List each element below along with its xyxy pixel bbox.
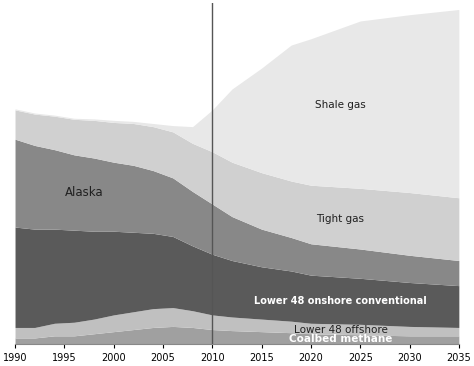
Text: Shale gas: Shale gas xyxy=(315,100,366,110)
Text: Alaska: Alaska xyxy=(65,186,103,199)
Text: Coalbed methane: Coalbed methane xyxy=(289,335,392,344)
Text: Lower 48 onshore conventional: Lower 48 onshore conventional xyxy=(254,296,427,306)
Text: Lower 48 offshore: Lower 48 offshore xyxy=(293,325,387,335)
Text: Tight gas: Tight gas xyxy=(317,214,365,224)
